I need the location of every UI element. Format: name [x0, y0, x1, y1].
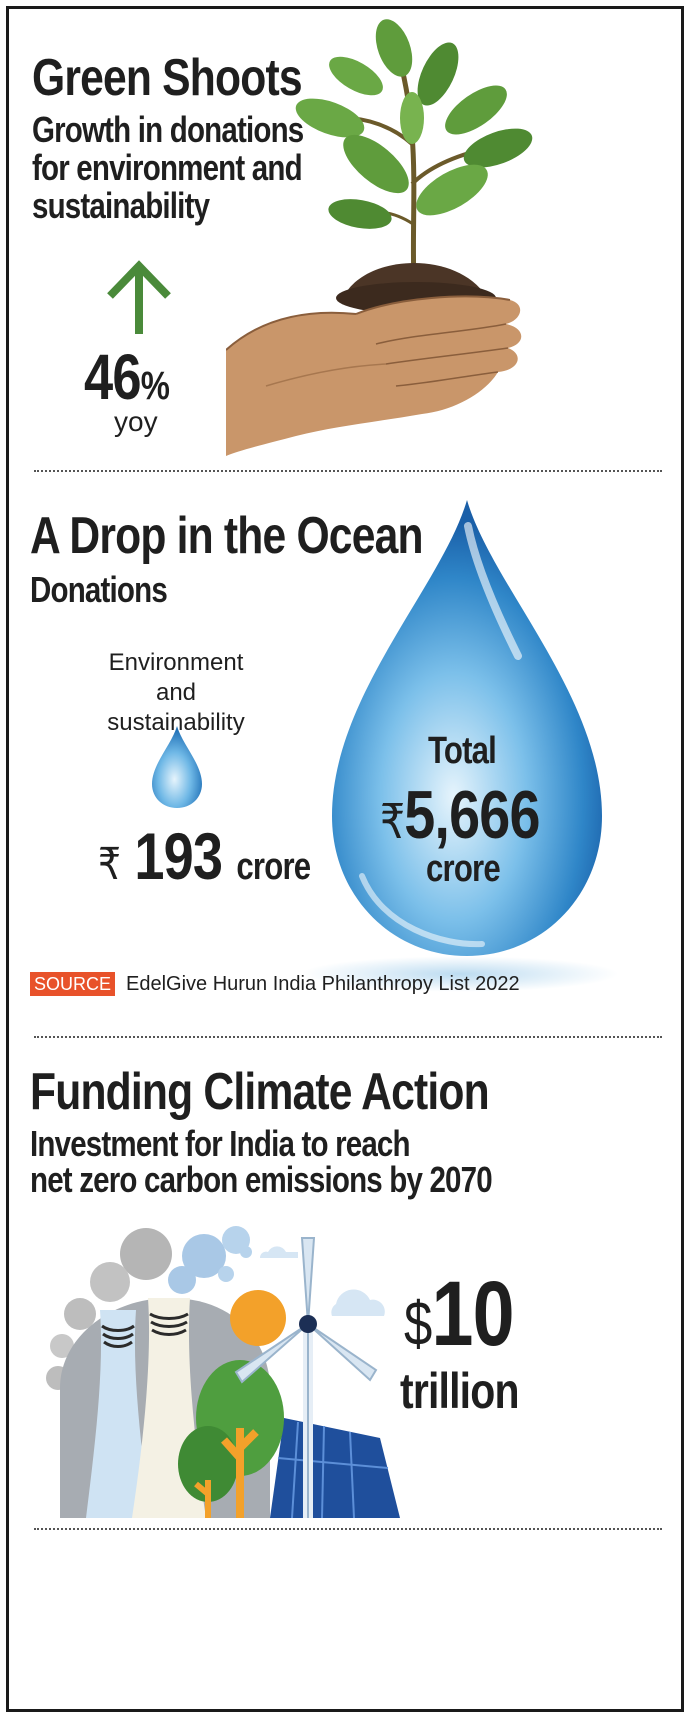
total-value: 5,666: [404, 777, 539, 853]
total-label: Total: [428, 730, 496, 773]
env-label-line-1: Environment and: [86, 648, 266, 708]
section-divider-1: [34, 470, 662, 472]
investment-currency: $: [404, 1290, 431, 1359]
funding-subtitle-line-2: net zero carbon emissions by 2070: [30, 1160, 492, 1200]
investment-unit: trillion: [400, 1362, 519, 1420]
source-text: EdelGive Hurun India Philanthropy List 2…: [126, 972, 520, 996]
growth-percent-value: 46%: [84, 340, 169, 414]
env-donation-amount: ₹ 193 crore: [98, 818, 310, 894]
up-arrow-icon: [104, 258, 174, 334]
total-donation-amount: ₹5,666: [380, 776, 540, 854]
funding-climate-title: Funding Climate Action: [30, 1062, 489, 1122]
env-value: 193: [134, 819, 222, 893]
green-shoots-subtitle-line-3: sustainability: [32, 186, 209, 226]
section-divider-2: [34, 1036, 662, 1038]
investment-amount: $10: [404, 1262, 514, 1367]
climate-energy-illustration: [40, 1218, 400, 1518]
donations-subtitle: Donations: [30, 570, 167, 610]
env-unit: crore: [236, 846, 310, 888]
growth-caption: yoy: [114, 406, 158, 438]
plant-in-hands-illustration: [226, 14, 556, 456]
investment-value: 10: [431, 1263, 513, 1365]
growth-percent-sign: %: [141, 364, 169, 408]
total-currency: ₹: [380, 796, 404, 849]
growth-number: 46: [84, 341, 141, 413]
env-currency: ₹: [98, 840, 120, 889]
funding-subtitle-line-1: Investment for India to reach: [30, 1124, 410, 1164]
total-unit: crore: [426, 848, 500, 891]
water-drop-small-icon: [150, 724, 204, 810]
section-divider-3: [34, 1528, 662, 1530]
source-tag: SOURCE: [30, 972, 115, 996]
